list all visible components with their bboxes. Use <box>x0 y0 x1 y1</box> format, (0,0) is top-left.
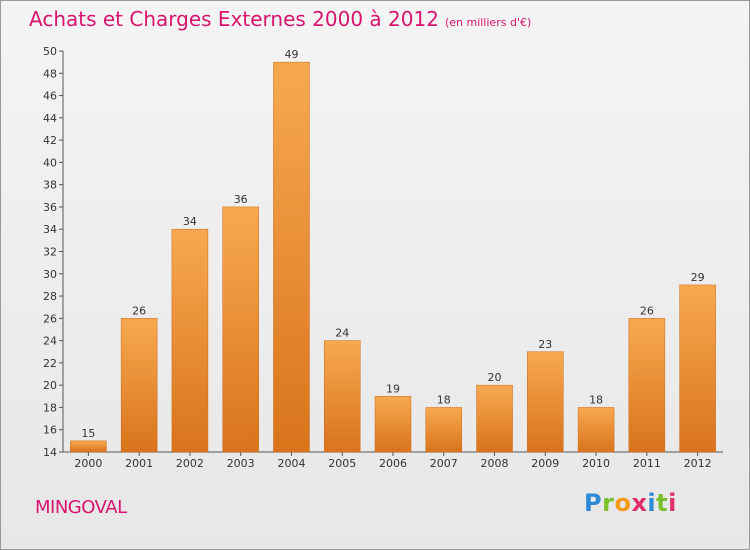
y-tick-label: 38 <box>43 179 57 192</box>
commune-name: MINGOVAL <box>35 497 127 518</box>
bar-2007 <box>425 407 463 453</box>
bars <box>70 61 716 453</box>
y-tick-label: 16 <box>43 424 57 437</box>
data-label-2004: 49 <box>284 48 298 61</box>
bar-2009 <box>527 351 564 453</box>
y-tick-label: 50 <box>43 45 57 58</box>
y-tick-label: 26 <box>43 312 57 325</box>
x-tick-label: 2004 <box>277 457 305 470</box>
bar-2002 <box>171 228 209 453</box>
y-tick-label: 36 <box>43 201 57 214</box>
logo-letter: i <box>647 489 657 517</box>
y-tick-label: 32 <box>43 246 57 259</box>
data-label-2010: 18 <box>589 393 603 406</box>
logo-letter: o <box>614 489 632 517</box>
logo-letter: i <box>668 489 677 517</box>
y-tick-label: 28 <box>43 290 57 303</box>
bar-2012 <box>679 284 716 453</box>
data-label-2011: 26 <box>640 304 654 317</box>
bar-2004 <box>273 61 310 453</box>
y-tick-label: 42 <box>43 134 57 147</box>
logo-letter: r <box>602 489 615 517</box>
proxiti-logo: Proxiti <box>584 489 677 517</box>
x-tick-label: 2001 <box>125 457 153 470</box>
y-tick-label: 44 <box>43 112 57 125</box>
y-tick-label: 34 <box>43 223 57 236</box>
y-tick-label: 22 <box>43 357 57 370</box>
bar-2006 <box>374 396 412 453</box>
bar-2008 <box>476 384 513 453</box>
logo-letter: x <box>631 489 648 517</box>
y-tick-label: 48 <box>43 67 57 80</box>
x-tick-label: 2008 <box>481 457 509 470</box>
y-tick-label: 40 <box>43 156 57 169</box>
data-label-2007: 18 <box>437 393 451 406</box>
x-tick-label: 2003 <box>227 457 255 470</box>
logo-letter: P <box>584 489 603 517</box>
bar-2003 <box>222 206 259 453</box>
data-label-2009: 23 <box>538 338 552 351</box>
bar-2010 <box>577 407 615 453</box>
chart-title: Achats et Charges Externes 2000 à 2012 (e… <box>29 7 531 31</box>
data-label-2006: 19 <box>386 382 400 395</box>
bar-2000 <box>70 440 107 453</box>
bar-2001 <box>120 318 158 453</box>
x-tick-label: 2007 <box>430 457 458 470</box>
bar-2005 <box>323 340 361 453</box>
logo-letter: t <box>656 489 669 517</box>
y-tick-label: 14 <box>43 446 57 459</box>
data-label-2003: 36 <box>234 193 248 206</box>
data-label-2001: 26 <box>132 304 146 317</box>
data-label-2000: 15 <box>81 427 95 440</box>
data-labels: 15 26 34 36 49 24 19 18 20 23 18 26 29 <box>81 48 704 440</box>
x-tick-label: 2000 <box>74 457 102 470</box>
chart-title-text: Achats et Charges Externes 2000 à 2012 <box>29 7 439 31</box>
y-tick-label: 20 <box>43 379 57 392</box>
axes: 14 16 18 20 22 24 26 28 30 32 34 36 38 40 42 44 46 48 50 20… <box>43 45 723 470</box>
y-tick-label: 46 <box>43 90 57 103</box>
x-tick-label: 2012 <box>684 457 712 470</box>
x-tick-label: 2006 <box>379 457 407 470</box>
data-label-2012: 29 <box>691 271 705 284</box>
data-label-2005: 24 <box>335 327 349 340</box>
x-tick-label: 2011 <box>633 457 661 470</box>
y-tick-label: 24 <box>43 335 57 348</box>
x-tick-label: 2002 <box>176 457 204 470</box>
data-label-2002: 34 <box>183 215 197 228</box>
data-label-2008: 20 <box>488 371 502 384</box>
y-tick-label: 30 <box>43 268 57 281</box>
x-tick-label: 2010 <box>582 457 610 470</box>
x-tick-label: 2005 <box>328 457 356 470</box>
y-tick-label: 18 <box>43 401 57 414</box>
chart-subtitle: (en milliers d'€) <box>444 16 532 29</box>
x-tick-label: 2009 <box>531 457 559 470</box>
bar-2011 <box>628 318 666 453</box>
